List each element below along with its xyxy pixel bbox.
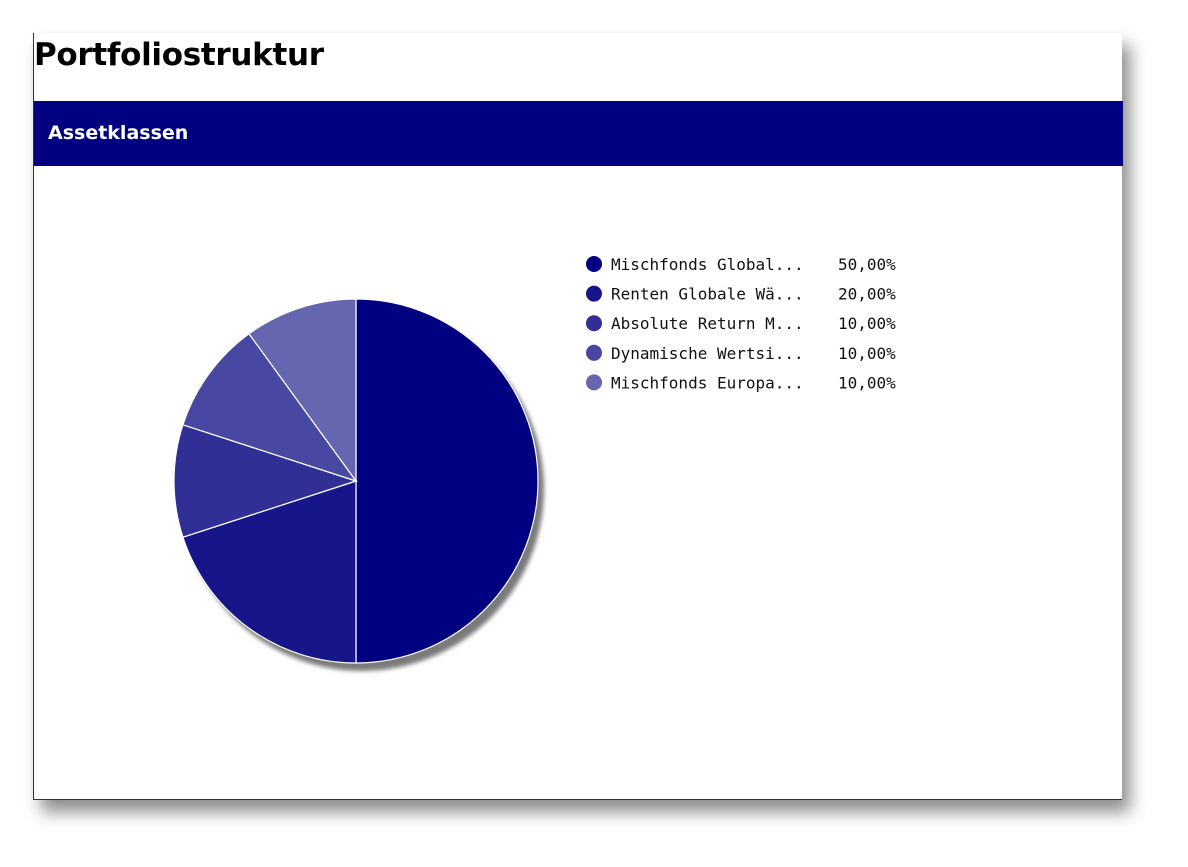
section-title: Assetklassen (48, 122, 189, 144)
legend-value-3: 10,00% (838, 314, 896, 333)
legend-marker-5 (586, 374, 602, 391)
legend-value-2: 20,00% (838, 285, 896, 304)
pie-chart: Mischfonds Global... 50,00% Renten Globale… (173, 255, 896, 671)
legend: Mischfonds Global... 50,00% Renten Globale… (586, 255, 896, 392)
pie-slice-2[interactable] (182, 480, 357, 664)
legend-label-1: Mischfonds Global... (611, 255, 804, 274)
legend-marker-1 (586, 256, 602, 272)
legend-marker-2 (586, 285, 602, 302)
pie-slice-1[interactable] (355, 298, 539, 664)
legend-value-5: 10,00% (838, 373, 896, 392)
page-title: Portfoliostruktur (34, 37, 324, 73)
legend-label-2: Renten Globale Wä... (611, 285, 804, 304)
section-header: Assetklassen (34, 101, 1123, 166)
legend-label-4: Dynamische Wertsi... (611, 344, 804, 363)
legend-label-3: Absolute Return M... (611, 314, 804, 333)
pie-slices (173, 298, 539, 664)
legend-label-5: Mischfonds Europa... (611, 373, 804, 392)
pie-slice-5[interactable] (248, 298, 357, 483)
pie-slice-3[interactable] (173, 424, 358, 538)
legend-marker-4 (586, 344, 602, 361)
legend-value-4: 10,00% (838, 344, 896, 363)
legend-marker-3 (586, 315, 602, 332)
legend-value-1: 50,00% (838, 255, 896, 274)
portfolio-card: Portfoliostruktur Assetklassen Mischfond… (33, 33, 1123, 800)
pie-slice-4[interactable] (182, 332, 358, 483)
